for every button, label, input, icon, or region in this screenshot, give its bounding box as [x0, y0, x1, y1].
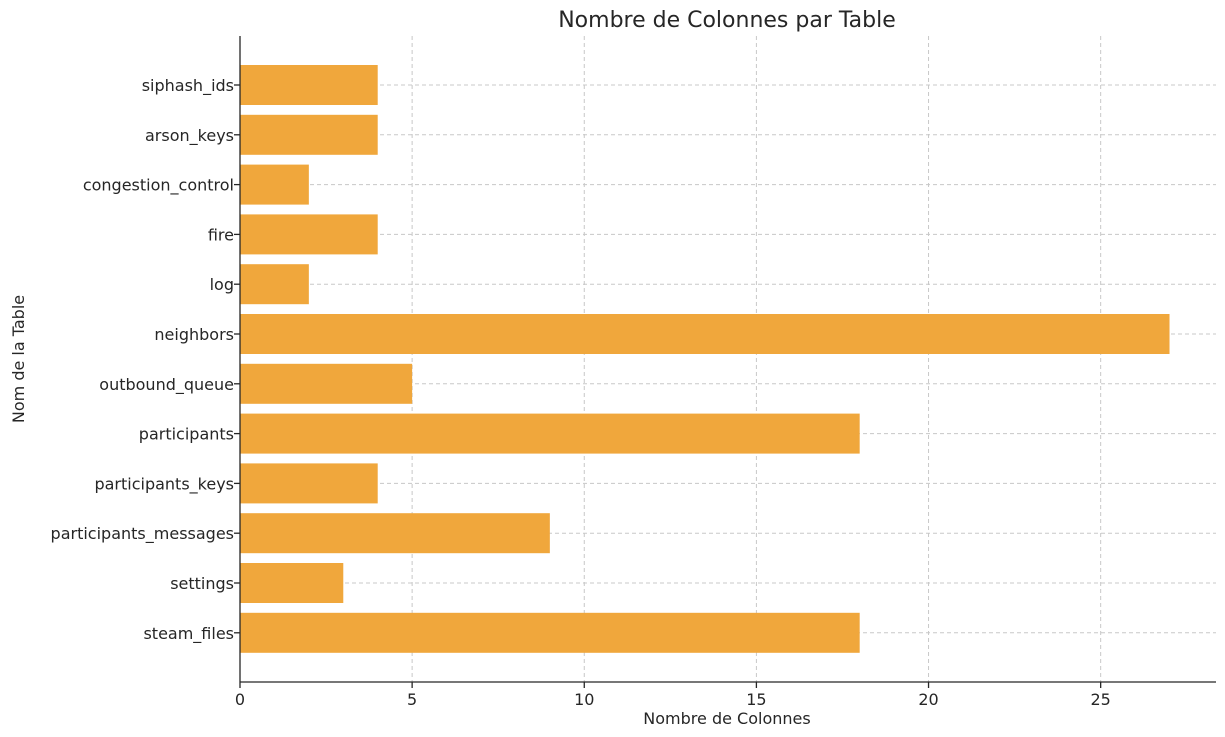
y-tick-label: settings [170, 574, 234, 593]
y-tick-label: fire [208, 225, 234, 244]
chart-title: Nombre de Colonnes par Table [558, 8, 896, 33]
bar-participants_messages [240, 513, 550, 554]
y-tick-label: log [210, 275, 234, 294]
bar-outbound_queue [240, 363, 413, 404]
bar-fire [240, 214, 378, 255]
bar-congestion_control [240, 164, 309, 205]
y-tick-label: neighbors [154, 325, 234, 344]
bars-layer [240, 65, 1170, 653]
bar-steam_files [240, 612, 860, 653]
y-tick-label: participants_keys [94, 474, 234, 494]
bar-settings [240, 563, 344, 603]
x-tick-label: 10 [574, 690, 594, 709]
y-tick-label: participants [139, 425, 234, 444]
axes-layer: 0 5 10 15 20 25 siphash_ids arson_keys congestio… [51, 36, 1216, 709]
y-tick-label: arson_keys [145, 126, 234, 146]
bar-log [240, 264, 309, 305]
bar-siphash_ids [240, 65, 378, 105]
bar-participants [240, 413, 860, 454]
y-tick-label: participants_messages [51, 524, 234, 544]
x-tick-label: 25 [1090, 690, 1110, 709]
y-tick-label: congestion_control [83, 176, 234, 196]
y-tick-label: outbound_queue [99, 375, 234, 395]
x-tick-label: 15 [746, 690, 766, 709]
grid-layer [239, 36, 1216, 682]
bar-neighbors [240, 314, 1170, 354]
bar-arson_keys [240, 114, 378, 155]
y-axis-label: Nom de la Table [9, 295, 28, 423]
x-tick-label: 20 [918, 690, 938, 709]
y-tick-label: siphash_ids [142, 76, 234, 96]
y-tick-label: steam_files [143, 624, 234, 644]
x-tick-label: 0 [235, 690, 245, 709]
bar-participants_keys [240, 463, 378, 504]
x-axis-label: Nombre de Colonnes [643, 709, 810, 728]
x-tick-label: 5 [407, 690, 417, 709]
